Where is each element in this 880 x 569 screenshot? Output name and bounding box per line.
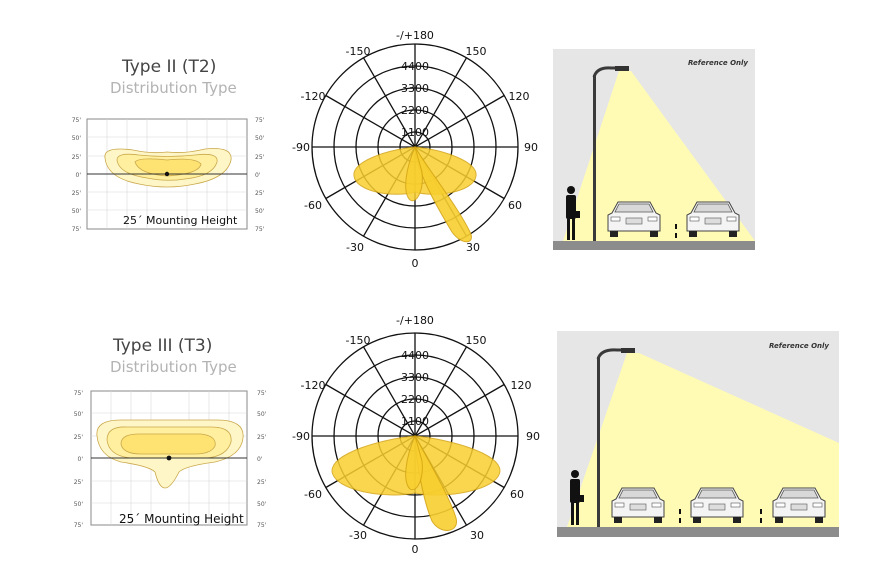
polar-angle-label: 30 [470, 529, 484, 542]
right-tick-label: 0' [255, 172, 261, 179]
type-iii-title: Type III (T3) [113, 336, 213, 356]
left-tick-label: 75' [72, 117, 82, 124]
right-tick-label: 25' [257, 479, 267, 486]
car-icon [611, 487, 665, 523]
car-icon [686, 201, 740, 237]
left-tick-label: 50' [74, 411, 84, 418]
polar-ring-label: 3300 [401, 82, 429, 95]
right-tick-label: 75' [255, 117, 265, 124]
left-tick-label: 25' [72, 190, 82, 197]
type-iii-subtitle: Distribution Type [110, 358, 237, 376]
type-iii-polar-diagram: -/+180 -150 -120 -90 -60 -30 150 120 90 … [292, 314, 540, 556]
left-tick-label: 75' [74, 390, 84, 397]
type-ii-section: Type II (T2) Distribution Type 75' 50' 2… [0, 0, 880, 284]
left-tick-label: 25' [72, 154, 82, 161]
polar-angle-label: 150 [466, 45, 487, 58]
polar-ring-label: 4400 [401, 349, 429, 362]
mounting-height-label: 25´ Mounting Height [119, 512, 244, 526]
left-tick-label: 25' [74, 434, 84, 441]
polar-bottom-label: 0 [412, 543, 419, 556]
polar-angle-label: -120 [301, 90, 326, 103]
polar-angle-label: -150 [346, 45, 371, 58]
type-ii-title: Type II (T2) [122, 57, 217, 77]
polar-ring-label: 2200 [401, 393, 429, 406]
type-ii-polar-diagram: -/+180 -150 -120 -90 -60 -30 150 120 90 … [292, 29, 538, 270]
left-tick-label: 0' [76, 172, 82, 179]
pedestrian-figure [570, 470, 584, 525]
right-tick-label: 50' [257, 501, 267, 508]
light-beam [563, 71, 755, 241]
polar-angle-label: 150 [466, 334, 487, 347]
right-tick-label: 25' [255, 154, 265, 161]
polar-lobe-forward [414, 146, 472, 243]
polar-top-label: -/+180 [396, 29, 434, 42]
left-tick-label: 25' [74, 479, 84, 486]
type-ii-subtitle: Distribution Type [110, 79, 237, 97]
left-tick-label: 75' [72, 226, 82, 233]
left-tick-label: 0' [78, 456, 84, 463]
polar-angle-label: 90 [526, 430, 540, 443]
polar-ring-label: 3300 [401, 371, 429, 384]
right-tick-label: 75' [255, 226, 265, 233]
pedestrian-figure [566, 186, 580, 240]
polar-ring-label: 1100 [401, 126, 429, 139]
right-tick-label: 25' [255, 190, 265, 197]
polar-angle-label: 120 [509, 90, 530, 103]
polar-angle-label: -120 [301, 379, 326, 392]
polar-top-label: -/+180 [396, 314, 434, 327]
polar-angle-label: 90 [524, 141, 538, 154]
mounting-height-label: 25´ Mounting Height [123, 214, 238, 227]
right-tick-label: 75' [257, 522, 267, 529]
reference-only-label: Reference Only [688, 59, 748, 67]
left-tick-label: 50' [72, 208, 82, 215]
polar-bottom-label: 0 [412, 257, 419, 270]
type-iii-section: Type III (T3) Distribution Type 75' 50' … [0, 284, 880, 568]
polar-ring-label: 4400 [401, 60, 429, 73]
polar-ring-label: 1100 [401, 415, 429, 428]
right-tick-label: 50' [255, 135, 265, 142]
isolux-inner-contour [120, 433, 216, 455]
right-tick-label: 50' [255, 208, 265, 215]
polar-lobe-center [405, 434, 423, 491]
right-tick-label: 75' [257, 390, 267, 397]
polar-angle-label: -90 [292, 141, 310, 154]
type-ii-isolux-diagram: 75' 50' 25' 0' 25' 50' 75' 75' 50' 25' 0… [72, 117, 265, 233]
polar-angle-label: -60 [304, 199, 322, 212]
polar-angle-label: -30 [346, 241, 364, 254]
light-beam [567, 353, 839, 527]
polar-lobe-center [405, 145, 423, 202]
right-tick-label: 0' [257, 456, 263, 463]
type-iii-isolux-diagram: 75' 50' 25' 0' 25' 50' 75' 75' 50' 25' 0… [74, 390, 267, 529]
left-tick-label: 50' [74, 501, 84, 508]
type-ii-street-scene: Reference Only [553, 49, 755, 250]
type-iii-street-scene: Reference Only [557, 331, 839, 537]
right-tick-label: 50' [257, 411, 267, 418]
polar-angle-label: 120 [511, 379, 532, 392]
polar-angle-label: -60 [304, 488, 322, 501]
polar-angle-label: -150 [346, 334, 371, 347]
polar-angle-label: -90 [292, 430, 310, 443]
car-icon [607, 201, 661, 237]
car-icon [772, 487, 826, 523]
left-tick-label: 75' [74, 522, 84, 529]
polar-ring-label: 2200 [401, 104, 429, 117]
right-tick-label: 25' [257, 434, 267, 441]
polar-angle-label: 60 [510, 488, 524, 501]
left-tick-label: 50' [72, 135, 82, 142]
polar-angle-label: 60 [508, 199, 522, 212]
car-icon [690, 487, 744, 523]
polar-angle-label: -30 [349, 529, 367, 542]
reference-only-label: Reference Only [769, 342, 829, 350]
polar-angle-label: 30 [466, 241, 480, 254]
